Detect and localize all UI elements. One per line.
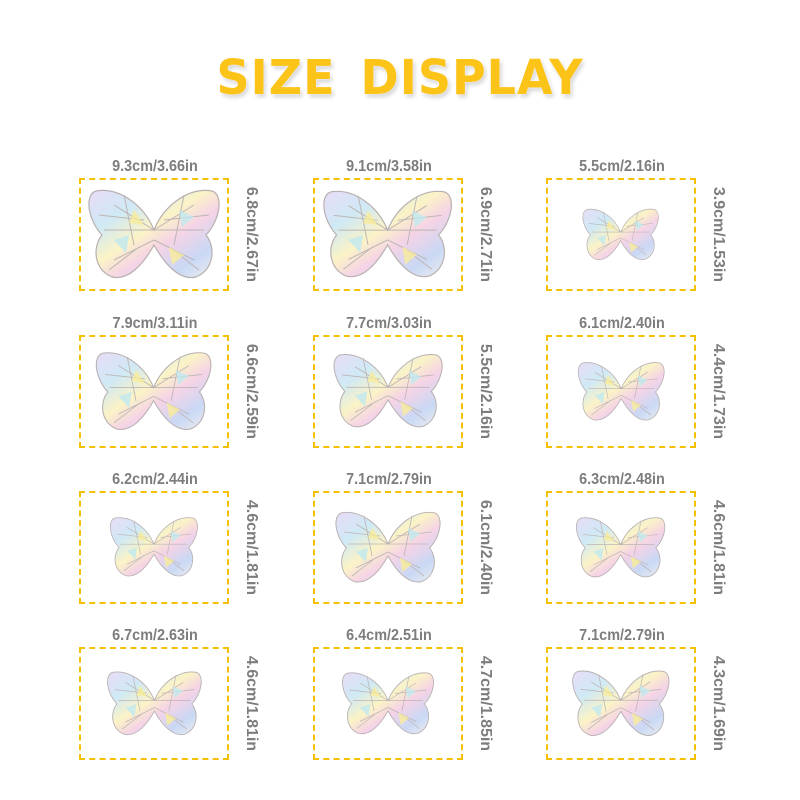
size-box	[79, 178, 229, 291]
width-label: 9.3cm/3.66in	[112, 158, 198, 175]
size-box	[313, 647, 463, 760]
size-box	[79, 491, 229, 604]
size-box	[79, 647, 229, 760]
page-title: SIZE DISPLAY	[216, 48, 584, 106]
size-item: 6.4cm/2.51in 4.7cm/1.85in	[313, 627, 513, 779]
width-label: 6.2cm/2.44in	[112, 471, 198, 488]
width-label: 6.3cm/2.48in	[579, 471, 665, 488]
size-item: 7.1cm/2.79in 4.3cm/1.69in	[546, 627, 746, 779]
width-label: 7.1cm/2.79in	[579, 627, 665, 644]
butterfly-sticker-image	[572, 670, 670, 736]
height-label: 4.6cm/1.81in	[710, 499, 727, 596]
butterfly-sticker-image	[96, 351, 212, 430]
height-label: 4.6cm/1.81in	[243, 655, 260, 752]
butterfly-sticker-image	[323, 190, 453, 277]
size-item: 6.3cm/2.48in 4.6cm/1.81in	[546, 471, 746, 623]
size-box	[546, 178, 696, 291]
height-label: 6.6cm/2.59in	[243, 343, 260, 440]
height-label: 4.7cm/1.85in	[477, 655, 494, 752]
height-label: 6.8cm/2.67in	[243, 186, 260, 283]
size-box	[546, 335, 696, 448]
width-label: 7.1cm/2.79in	[346, 471, 432, 488]
height-label: 4.6cm/1.81in	[243, 499, 260, 596]
butterfly-sticker-image	[335, 511, 441, 582]
butterfly-sticker-image	[582, 208, 660, 260]
size-item: 7.9cm/3.11in 6.6cm/2.59in	[79, 315, 279, 467]
height-label: 5.5cm/2.16in	[477, 343, 494, 440]
size-box	[546, 491, 696, 604]
width-label: 6.7cm/2.63in	[112, 627, 198, 644]
width-label: 5.5cm/2.16in	[579, 158, 665, 175]
height-label: 4.4cm/1.73in	[710, 343, 727, 440]
size-item: 6.1cm/2.40in 4.4cm/1.73in	[546, 315, 746, 467]
size-box	[79, 335, 229, 448]
size-item: 9.3cm/3.66in 6.8cm/2.67in	[79, 158, 279, 310]
size-box	[313, 335, 463, 448]
size-box	[313, 178, 463, 291]
width-label: 6.4cm/2.51in	[346, 627, 432, 644]
size-item: 6.2cm/2.44in 4.6cm/1.81in	[79, 471, 279, 623]
size-item: 7.7cm/3.03in 5.5cm/2.16in	[313, 315, 513, 467]
width-label: 7.7cm/3.03in	[346, 315, 432, 332]
height-label: 4.3cm/1.69in	[710, 655, 727, 752]
butterfly-sticker-image	[106, 671, 202, 735]
width-label: 9.1cm/3.58in	[346, 158, 432, 175]
butterfly-sticker-image	[109, 517, 198, 577]
butterfly-sticker-image	[88, 189, 220, 278]
size-box	[313, 491, 463, 604]
size-item: 9.1cm/3.58in 6.9cm/2.71in	[313, 158, 513, 310]
butterfly-sticker-image	[576, 516, 666, 577]
width-label: 7.9cm/3.11in	[112, 315, 198, 332]
height-label: 6.9cm/2.71in	[477, 186, 494, 283]
size-item: 6.7cm/2.63in 4.6cm/1.81in	[79, 627, 279, 779]
butterfly-sticker-image	[342, 671, 434, 734]
height-label: 3.9cm/1.53in	[710, 186, 727, 283]
height-label: 6.1cm/2.40in	[477, 499, 494, 596]
butterfly-sticker-image	[577, 361, 665, 420]
size-box	[546, 647, 696, 760]
width-label: 6.1cm/2.40in	[579, 315, 665, 332]
size-item: 5.5cm/2.16in 3.9cm/1.53in	[546, 158, 746, 310]
size-item: 7.1cm/2.79in 6.1cm/2.40in	[313, 471, 513, 623]
butterfly-sticker-image	[333, 354, 443, 428]
